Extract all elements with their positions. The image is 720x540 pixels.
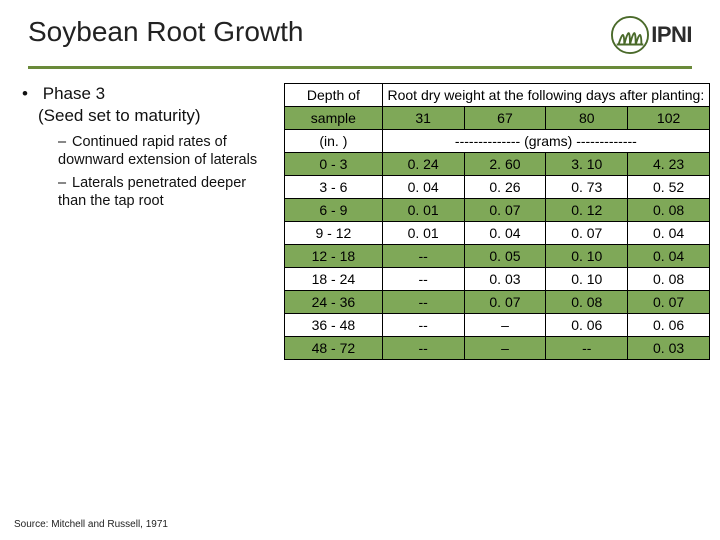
depth-cell: 48 - 72 xyxy=(285,337,383,360)
table-row: 12 - 18--0. 050. 100. 04 xyxy=(285,245,710,268)
value-cell: 0. 03 xyxy=(628,337,710,360)
depth-cell: 3 - 6 xyxy=(285,176,383,199)
value-cell: 0. 01 xyxy=(382,199,464,222)
logo-text: IPNI xyxy=(651,22,692,48)
table-row: 6 - 90. 010. 070. 120. 08 xyxy=(285,199,710,222)
value-cell: 0. 52 xyxy=(628,176,710,199)
value-cell: 0. 01 xyxy=(382,222,464,245)
depth-cell: 9 - 12 xyxy=(285,222,383,245)
table-row: 36 - 48--–0. 060. 06 xyxy=(285,314,710,337)
value-cell: 0. 10 xyxy=(546,245,628,268)
table-row: 48 - 72--–--0. 03 xyxy=(285,337,710,360)
ipni-logo-icon xyxy=(611,16,649,54)
value-cell: – xyxy=(464,314,546,337)
table-row: 0 - 30. 242. 603. 104. 23 xyxy=(285,153,710,176)
value-cell: 2. 60 xyxy=(464,153,546,176)
value-cell: 0. 03 xyxy=(464,268,546,291)
value-cell: 0. 07 xyxy=(464,199,546,222)
value-cell: 0. 07 xyxy=(628,291,710,314)
value-cell: 0. 06 xyxy=(628,314,710,337)
hdr-depth-2: sample xyxy=(285,107,383,130)
depth-cell: 36 - 48 xyxy=(285,314,383,337)
unit-left: (in. ) xyxy=(285,130,383,153)
value-cell: 4. 23 xyxy=(628,153,710,176)
bullet-main-2: (Seed set to maturity) xyxy=(22,105,276,127)
value-cell: -- xyxy=(382,337,464,360)
value-cell: 0. 04 xyxy=(628,245,710,268)
hdr-day-0: 31 xyxy=(382,107,464,130)
value-cell: -- xyxy=(546,337,628,360)
value-cell: 0. 08 xyxy=(628,199,710,222)
value-cell: – xyxy=(464,337,546,360)
hdr-day-2: 80 xyxy=(546,107,628,130)
bullet-main-1: Phase 3 xyxy=(43,84,105,103)
table-row: 3 - 60. 040. 260. 730. 52 xyxy=(285,176,710,199)
value-cell: 0. 05 xyxy=(464,245,546,268)
hdr-day-1: 67 xyxy=(464,107,546,130)
bullet-phase: Phase 3 (Seed set to maturity) Continued… xyxy=(22,83,276,211)
table-row: 24 - 36--0. 070. 080. 07 xyxy=(285,291,710,314)
value-cell: 0. 24 xyxy=(382,153,464,176)
value-cell: 0. 07 xyxy=(546,222,628,245)
value-cell: 0. 12 xyxy=(546,199,628,222)
logo: IPNI xyxy=(611,16,692,54)
value-cell: 0. 73 xyxy=(546,176,628,199)
value-cell: -- xyxy=(382,314,464,337)
sub-bullet-0: Continued rapid rates of downward extens… xyxy=(58,133,276,170)
page-title: Soybean Root Growth xyxy=(28,16,304,48)
value-cell: 0. 07 xyxy=(464,291,546,314)
value-cell: 0. 10 xyxy=(546,268,628,291)
depth-cell: 24 - 36 xyxy=(285,291,383,314)
value-cell: 0. 26 xyxy=(464,176,546,199)
depth-cell: 18 - 24 xyxy=(285,268,383,291)
value-cell: 0. 08 xyxy=(546,291,628,314)
value-cell: 0. 04 xyxy=(628,222,710,245)
value-cell: 3. 10 xyxy=(546,153,628,176)
value-cell: 0. 04 xyxy=(382,176,464,199)
sub-bullet-1: Laterals penetrated deeper than the tap … xyxy=(58,174,276,211)
hdr-day-3: 102 xyxy=(628,107,710,130)
unit-right: -------------- (grams) ------------- xyxy=(382,130,709,153)
value-cell: -- xyxy=(382,291,464,314)
bullet-panel: Phase 3 (Seed set to maturity) Continued… xyxy=(22,83,276,360)
data-table: Depth of Root dry weight at the followin… xyxy=(284,83,710,360)
value-cell: -- xyxy=(382,245,464,268)
hdr-days-title: Root dry weight at the following days af… xyxy=(382,84,709,107)
table-row: 9 - 120. 010. 040. 070. 04 xyxy=(285,222,710,245)
value-cell: 0. 08 xyxy=(628,268,710,291)
depth-cell: 6 - 9 xyxy=(285,199,383,222)
source-citation: Source: Mitchell and Russell, 1971 xyxy=(14,519,168,530)
depth-cell: 12 - 18 xyxy=(285,245,383,268)
hdr-depth-1: Depth of xyxy=(285,84,383,107)
value-cell: 0. 04 xyxy=(464,222,546,245)
value-cell: 0. 06 xyxy=(546,314,628,337)
table-row: 18 - 24--0. 030. 100. 08 xyxy=(285,268,710,291)
depth-cell: 0 - 3 xyxy=(285,153,383,176)
value-cell: -- xyxy=(382,268,464,291)
